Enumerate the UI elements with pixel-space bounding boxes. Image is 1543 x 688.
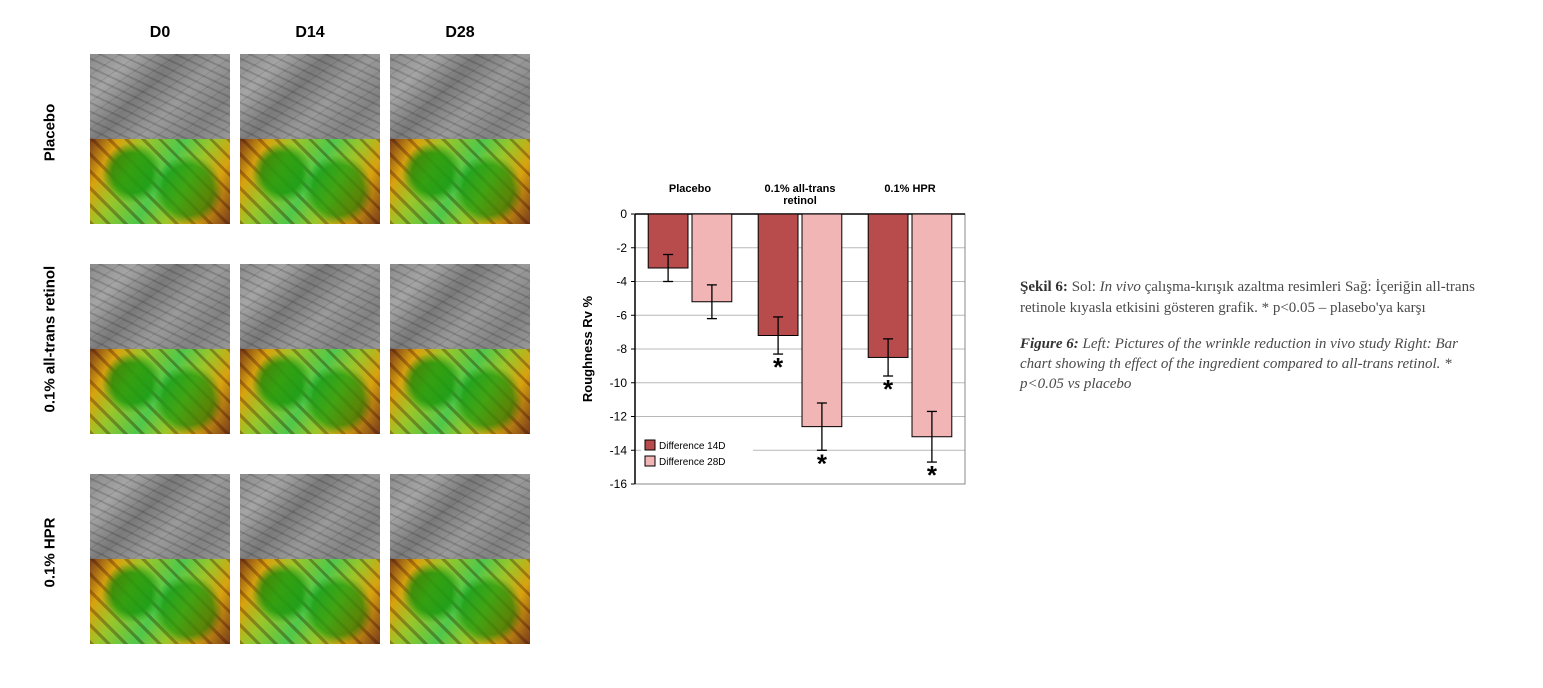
heatmap-retinol-d0 <box>90 349 230 434</box>
row-block-retinol <box>90 264 530 434</box>
img-row <box>90 54 530 139</box>
row-block-hpr <box>90 474 530 644</box>
skin-image-hpr-d0 <box>90 474 230 559</box>
img-row <box>90 559 530 644</box>
skin-image-placebo-d14 <box>240 54 380 139</box>
row-label-retinol: 0.1% all-trans retinol <box>42 273 59 413</box>
heatmap-placebo-d0 <box>90 139 230 224</box>
img-row <box>90 139 530 224</box>
caption-panel: Şekil 6: Sol: In vivo çalışma-kırışık az… <box>1020 277 1523 410</box>
svg-text:-14: -14 <box>610 443 628 457</box>
svg-text:-2: -2 <box>616 241 627 255</box>
svg-text:-12: -12 <box>610 410 628 424</box>
img-row <box>90 349 530 434</box>
bar-chart-panel: 0 -2 -4 -6 -8 -10 -12 -14 -16 Roughness Rv % Place… <box>570 174 990 514</box>
skin-image-retinol-d28 <box>390 264 530 349</box>
col-header-d0: D0 <box>90 24 230 42</box>
row-label-hpr: 0.1% HPR <box>42 483 59 623</box>
heatmap-retinol-d28 <box>390 349 530 434</box>
heatmap-hpr-d28 <box>390 559 530 644</box>
caption-tr-title: Şekil 6: <box>1020 279 1068 295</box>
svg-text:*: * <box>883 374 894 404</box>
skin-image-hpr-d28 <box>390 474 530 559</box>
heatmap-hpr-d0 <box>90 559 230 644</box>
skin-image-retinol-d0 <box>90 264 230 349</box>
img-row <box>90 264 530 349</box>
roughness-bar-chart: 0 -2 -4 -6 -8 -10 -12 -14 -16 Roughness Rv % Place… <box>570 174 990 514</box>
heatmap-placebo-d14 <box>240 139 380 224</box>
skin-image-retinol-d14 <box>240 264 380 349</box>
svg-text:-16: -16 <box>610 477 628 491</box>
figure-container: D0 D14 D28 Placebo 0.1% all-trans retino… <box>0 0 1543 688</box>
heatmap-retinol-d14 <box>240 349 380 434</box>
svg-text:0.1% all-trans: 0.1% all-trans <box>765 183 836 195</box>
row-block-placebo <box>90 54 530 224</box>
svg-text:Difference 14D: Difference 14D <box>659 441 726 452</box>
image-grid-panel: D0 D14 D28 Placebo 0.1% all-trans retino… <box>20 24 540 664</box>
svg-text:0: 0 <box>620 207 627 221</box>
svg-text:-4: -4 <box>616 275 627 289</box>
svg-text:*: * <box>927 460 938 490</box>
caption-en-title: Figure 6: <box>1020 336 1079 352</box>
svg-text:Roughness Rv %: Roughness Rv % <box>580 295 595 402</box>
svg-text:*: * <box>817 448 828 478</box>
col-header-d14: D14 <box>240 24 380 42</box>
heatmap-hpr-d14 <box>240 559 380 644</box>
img-row <box>90 474 530 559</box>
svg-text:*: * <box>773 352 784 382</box>
svg-text:Placebo: Placebo <box>669 183 711 195</box>
caption-turkish: Şekil 6: Sol: In vivo çalışma-kırışık az… <box>1020 277 1493 318</box>
skin-image-hpr-d14 <box>240 474 380 559</box>
caption-tr-body: Sol: In vivo çalışma-kırışık azaltma res… <box>1020 279 1475 315</box>
svg-text:0.1% HPR: 0.1% HPR <box>884 183 935 195</box>
caption-en-body: Left: Pictures of the wrinkle reduction … <box>1020 336 1458 393</box>
skin-image-placebo-d28 <box>390 54 530 139</box>
svg-text:retinol: retinol <box>783 195 817 207</box>
row-label-placebo: Placebo <box>42 63 59 203</box>
col-header-d28: D28 <box>390 24 530 42</box>
svg-text:Difference 28D: Difference 28D <box>659 457 726 468</box>
skin-image-placebo-d0 <box>90 54 230 139</box>
svg-text:-8: -8 <box>616 342 627 356</box>
column-headers: D0 D14 D28 <box>90 24 530 42</box>
svg-text:-6: -6 <box>616 308 627 322</box>
heatmap-placebo-d28 <box>390 139 530 224</box>
svg-text:-10: -10 <box>610 376 628 390</box>
caption-english: Figure 6: Left: Pictures of the wrinkle … <box>1020 334 1493 395</box>
